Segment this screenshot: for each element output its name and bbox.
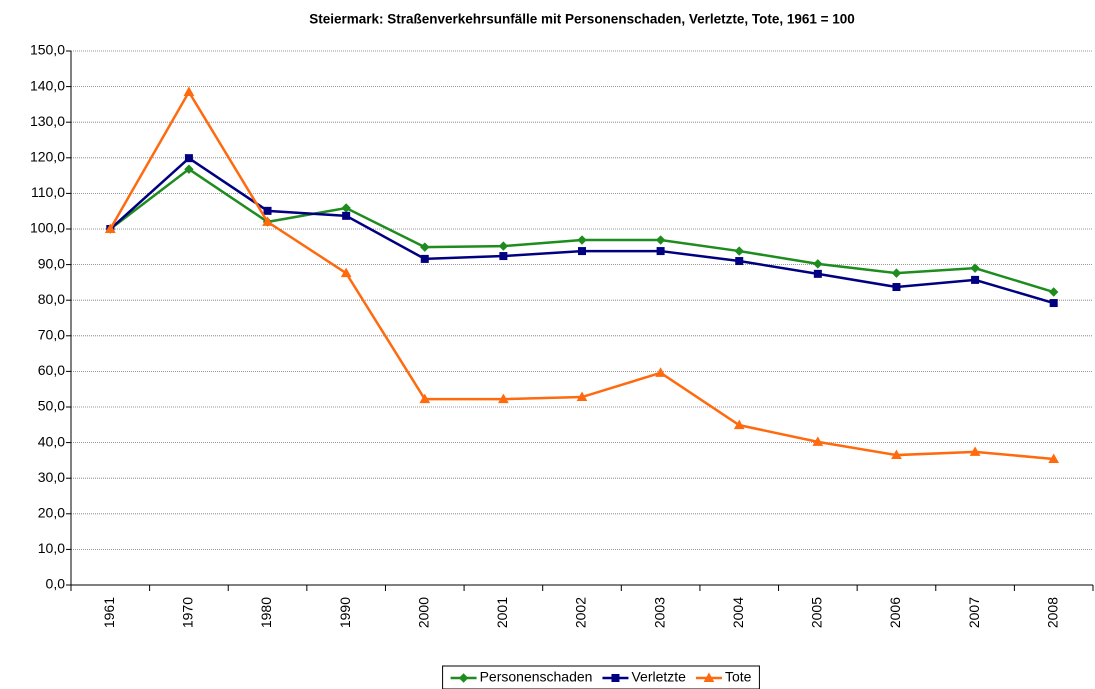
marker bbox=[578, 247, 586, 256]
x-tick-label: 2001 bbox=[494, 597, 510, 628]
marker bbox=[498, 393, 509, 404]
y-tick-label: 80,0 bbox=[38, 291, 65, 307]
marker bbox=[892, 283, 901, 292]
x-tick-label: 1980 bbox=[258, 597, 274, 628]
x-tick-label: 2002 bbox=[573, 597, 589, 628]
marker bbox=[812, 436, 824, 446]
legend-item: Personenschaden bbox=[450, 669, 593, 685]
marker bbox=[458, 673, 469, 683]
marker bbox=[263, 206, 272, 215]
marker bbox=[891, 268, 902, 278]
y-tick-label: 50,0 bbox=[38, 398, 65, 414]
marker bbox=[733, 419, 745, 430]
x-tick-label: 1970 bbox=[180, 597, 196, 628]
x-tick-label: 2003 bbox=[651, 597, 667, 628]
series-line bbox=[109, 156, 1055, 305]
y-tick-label: 140,0 bbox=[30, 77, 65, 93]
marker bbox=[499, 252, 508, 261]
y-tick-label: 70,0 bbox=[38, 327, 65, 343]
legend-label: Personenschaden bbox=[480, 669, 593, 685]
marker bbox=[735, 257, 744, 266]
marker bbox=[813, 259, 823, 269]
marker bbox=[656, 247, 665, 256]
y-tick-label: 10,0 bbox=[38, 540, 65, 556]
marker bbox=[341, 203, 351, 213]
legend-item: Verletzte bbox=[602, 669, 686, 685]
marker bbox=[655, 235, 666, 245]
x-tick-label: 2004 bbox=[730, 597, 746, 628]
marker bbox=[969, 446, 981, 456]
x-tick-label: 2007 bbox=[966, 597, 982, 628]
legend-box bbox=[442, 665, 760, 689]
marker bbox=[498, 241, 509, 251]
x-tick-label: 1961 bbox=[101, 597, 117, 628]
marker bbox=[184, 154, 193, 163]
marker bbox=[420, 254, 429, 263]
legend-label: Tote bbox=[725, 669, 752, 685]
marker bbox=[734, 246, 744, 256]
marker bbox=[655, 367, 666, 377]
y-tick-label: 120,0 bbox=[30, 149, 65, 165]
chart-title: Steiermark: Straßenverkehrsunfälle mit P… bbox=[309, 12, 855, 27]
x-tick-label: 2000 bbox=[415, 597, 431, 628]
marker bbox=[703, 672, 715, 682]
marker bbox=[813, 269, 822, 278]
y-tick-label: 90,0 bbox=[38, 255, 65, 271]
y-tick-label: 20,0 bbox=[38, 505, 65, 521]
y-tick-label: 60,0 bbox=[38, 362, 65, 378]
marker bbox=[971, 275, 980, 284]
x-tick-label: 1990 bbox=[337, 597, 353, 628]
marker bbox=[970, 263, 980, 273]
x-tick-label: 2006 bbox=[887, 597, 903, 628]
marker bbox=[340, 267, 352, 278]
series-line bbox=[109, 167, 1055, 294]
legend-label: Verletzte bbox=[631, 669, 686, 685]
marker bbox=[342, 211, 351, 220]
marker bbox=[611, 674, 620, 682]
marker bbox=[577, 235, 587, 245]
y-tick-label: 130,0 bbox=[30, 113, 65, 129]
marker bbox=[183, 86, 195, 96]
y-tick-label: 40,0 bbox=[38, 433, 65, 449]
marker bbox=[1048, 287, 1059, 297]
y-tick-label: 30,0 bbox=[38, 469, 65, 485]
series-line bbox=[109, 89, 1054, 461]
legend: Personenschaden Verletzte Tote bbox=[442, 665, 760, 689]
legend-item: Tote bbox=[695, 669, 752, 685]
x-tick-label: 2005 bbox=[809, 597, 825, 628]
marker bbox=[1049, 299, 1058, 308]
marker bbox=[420, 242, 430, 252]
marker bbox=[891, 449, 902, 460]
marker bbox=[104, 223, 116, 233]
y-tick-label: 110,0 bbox=[31, 184, 65, 200]
marker bbox=[419, 393, 431, 404]
marker bbox=[262, 216, 273, 226]
x-tick-label: 2008 bbox=[1044, 597, 1060, 628]
y-tick-label: 0,0 bbox=[46, 576, 66, 592]
marker bbox=[1048, 453, 1060, 463]
y-tick-label: 150,0 bbox=[30, 42, 65, 58]
y-tick-label: 100,0 bbox=[30, 220, 65, 236]
marker bbox=[576, 391, 588, 402]
marker bbox=[184, 164, 194, 174]
